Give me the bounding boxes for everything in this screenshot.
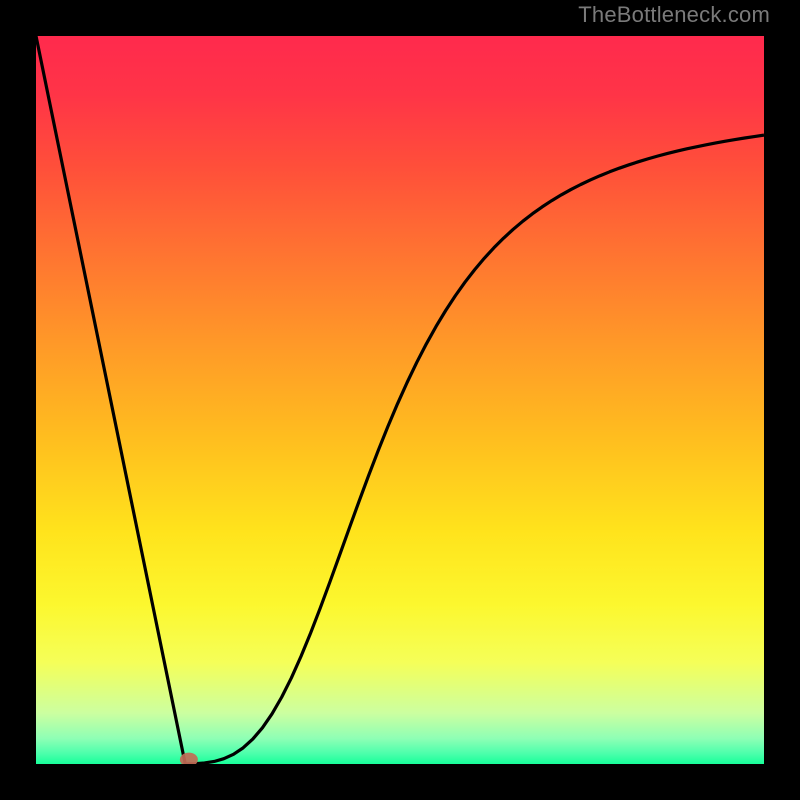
watermark-text: TheBottleneck.com [578, 2, 770, 28]
plot-area [36, 36, 764, 764]
plot-svg [36, 36, 764, 764]
chart-frame: TheBottleneck.com [0, 0, 800, 800]
